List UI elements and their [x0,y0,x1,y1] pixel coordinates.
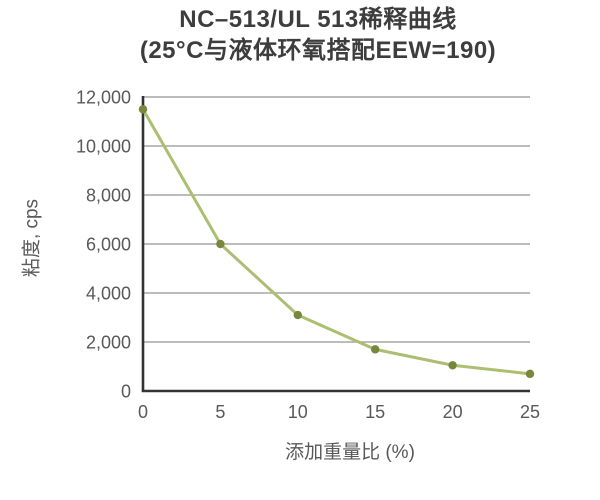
chart-title: NC–513/UL 513稀释曲线 [179,6,457,33]
data-point-marker-10 [293,310,302,320]
chart-subtitle: (25°C与液体环氧搭配EEW=190) [139,37,497,64]
y-tick-label-4000: 4,000 [86,284,131,304]
data-point-marker-20 [448,361,457,370]
data-point-marker-0 [138,105,148,114]
x-tick-label-15: 15 [365,402,385,422]
x-tick-label-10: 10 [288,402,308,422]
data-point-marker-15 [371,345,380,354]
series-line [141,107,532,376]
y-tick-label-0: 0 [121,382,131,402]
x-tick-label-0: 0 [138,402,148,422]
y-tick-label-2000: 2,000 [86,333,131,353]
data-point-marker-5 [216,239,225,249]
x-tick-label-5: 5 [215,402,225,422]
y-tick-label-6000: 6,000 [86,235,131,255]
x-axis-title: 添加重量比 (%) [285,442,415,463]
x-tick-label-20: 20 [443,402,463,422]
data-point-marker-25 [525,369,535,379]
chart-title-block: NC–513/UL 513稀释曲线 (25°C与液体环氧搭配EEW=190) [36,4,600,66]
x-tick-label-25: 25 [520,402,540,422]
y-tick-label-8000: 8,000 [86,186,131,206]
y-tick-label-10000: 10,000 [76,137,131,157]
y-tick-label-12000: 12,000 [76,88,131,108]
